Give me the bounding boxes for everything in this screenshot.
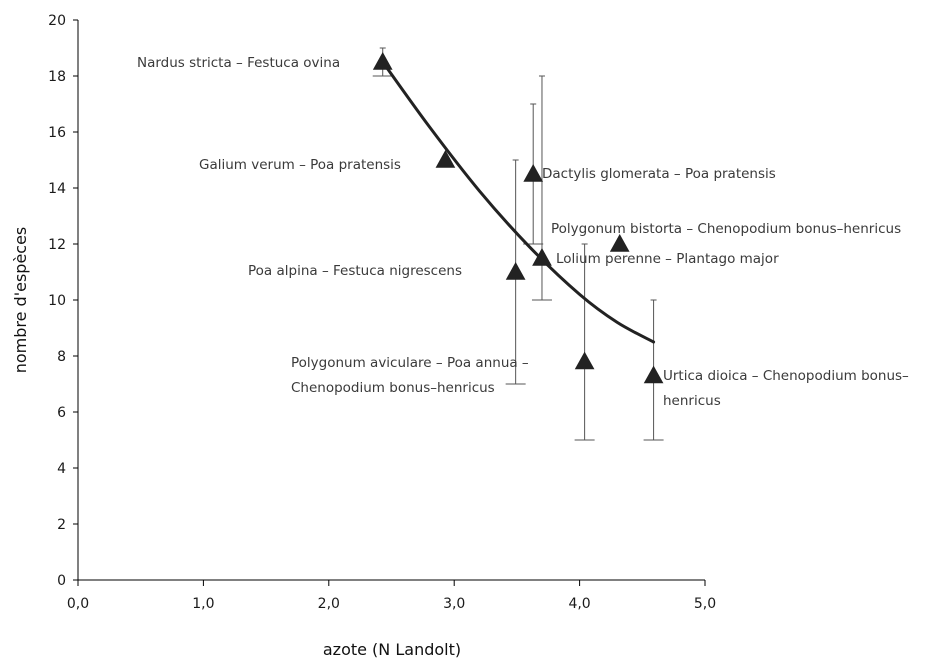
x-axis-title: azote (N Landolt) (323, 640, 461, 659)
y-tick-label: 12 (48, 237, 66, 253)
trend-line (381, 60, 656, 344)
point-label: Galium verum – Poa pratensis (199, 157, 401, 173)
point-annotations: Nardus stricta – Festuca ovina Galium ver… (137, 55, 909, 409)
trend-line-group (381, 60, 656, 344)
point-label: Urtica dioica – Chenopodium bonus– (663, 368, 909, 384)
point-label: henricus (663, 393, 721, 409)
y-tick-label: 10 (48, 293, 66, 309)
y-tick-label: 6 (57, 405, 66, 421)
data-point-marker (505, 261, 526, 280)
point-label: Polygonum bistorta – Chenopodium bonus–h… (551, 221, 901, 237)
y-tick-label: 8 (57, 349, 66, 365)
point-label: Lolium perenne – Plantago major (556, 251, 779, 267)
data-points (372, 51, 664, 384)
point-label: Dactylis glomerata – Poa pratensis (542, 166, 776, 182)
data-point-marker (609, 233, 630, 252)
y-tick-label: 20 (48, 13, 66, 29)
point-label: Nardus stricta – Festuca ovina (137, 55, 340, 71)
axes: 0 2 4 6 8 10 12 14 16 18 20 0,0 1,0 2,0 3,0 4,0 5,0 (48, 13, 716, 612)
y-tick-label: 2 (57, 517, 66, 533)
y-tick-label: 18 (48, 69, 66, 85)
y-tick-label: 0 (57, 573, 66, 589)
point-label: Poa alpina – Festuca nigrescens (248, 263, 462, 279)
y-tick-label: 4 (57, 461, 66, 477)
x-tick-label: 1,0 (192, 596, 214, 612)
x-tick-label: 5,0 (694, 596, 716, 612)
data-point-marker (532, 247, 552, 266)
point-label: Chenopodium bonus–henricus (291, 380, 495, 396)
x-tick-label: 0,0 (67, 596, 89, 612)
y-tick-label: 16 (48, 125, 66, 141)
point-label: Polygonum aviculare – Poa annua – (291, 355, 529, 371)
y-axis-title: nombre d'espèces (11, 227, 30, 374)
x-tick-label: 4,0 (568, 596, 590, 612)
y-tick-label: 14 (48, 181, 66, 197)
x-tick-label: 3,0 (443, 596, 465, 612)
data-point-marker (372, 51, 393, 70)
data-point-marker (523, 163, 544, 182)
data-point-marker (574, 351, 595, 370)
data-point-marker (435, 149, 456, 168)
data-point-marker (643, 365, 664, 384)
x-tick-label: 2,0 (318, 596, 340, 612)
